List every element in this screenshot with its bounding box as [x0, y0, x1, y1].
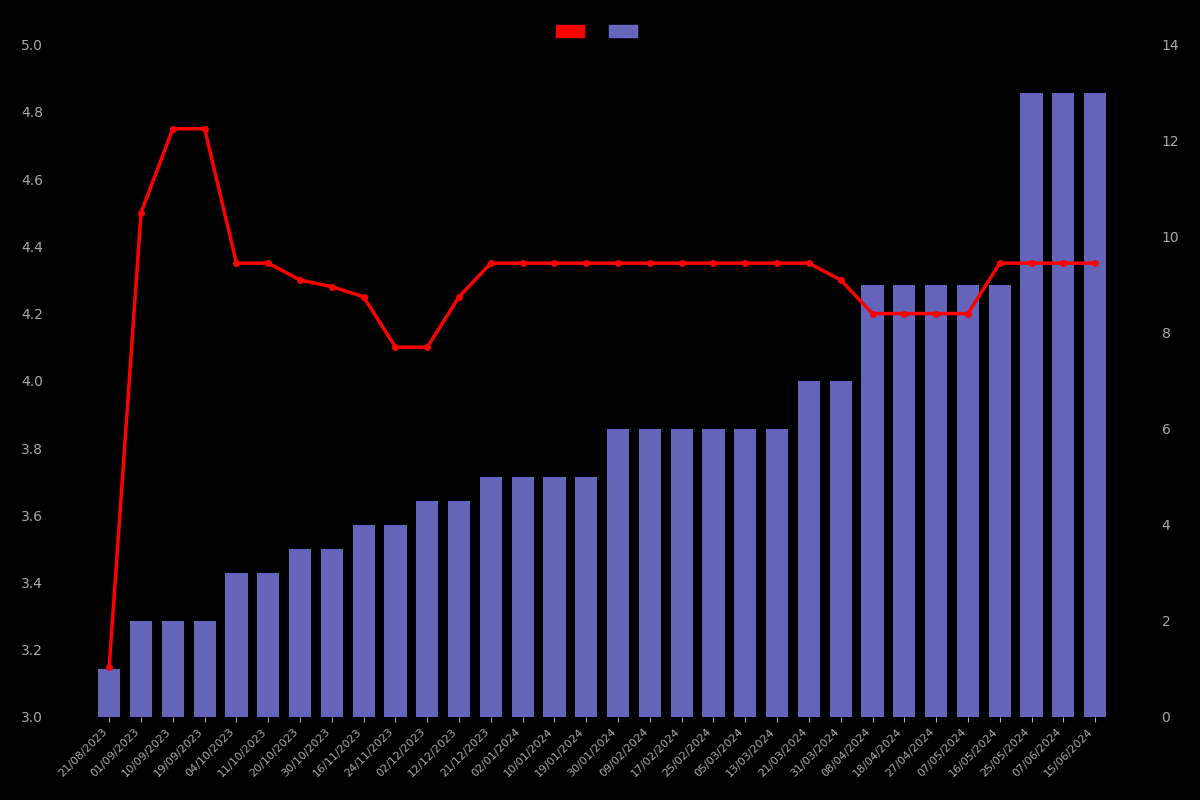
Bar — [607, 429, 629, 717]
Bar — [1020, 93, 1043, 717]
Bar — [671, 429, 692, 717]
Bar — [320, 549, 343, 717]
Bar — [416, 501, 438, 717]
Legend: , : , — [550, 18, 655, 46]
Bar — [956, 285, 979, 717]
Bar — [289, 549, 311, 717]
Bar — [130, 621, 152, 717]
Bar — [1052, 93, 1074, 717]
Bar — [862, 285, 883, 717]
Bar — [384, 525, 407, 717]
Bar — [989, 285, 1010, 717]
Bar — [448, 501, 470, 717]
Bar — [511, 477, 534, 717]
Bar — [257, 573, 280, 717]
Bar — [638, 429, 661, 717]
Bar — [766, 429, 788, 717]
Bar — [1084, 93, 1106, 717]
Bar — [353, 525, 374, 717]
Bar — [575, 477, 598, 717]
Bar — [893, 285, 916, 717]
Bar — [544, 477, 565, 717]
Bar — [734, 429, 756, 717]
Bar — [98, 669, 120, 717]
Bar — [829, 381, 852, 717]
Bar — [925, 285, 947, 717]
Bar — [226, 573, 247, 717]
Bar — [480, 477, 502, 717]
Bar — [702, 429, 725, 717]
Bar — [162, 621, 184, 717]
Bar — [798, 381, 820, 717]
Bar — [193, 621, 216, 717]
